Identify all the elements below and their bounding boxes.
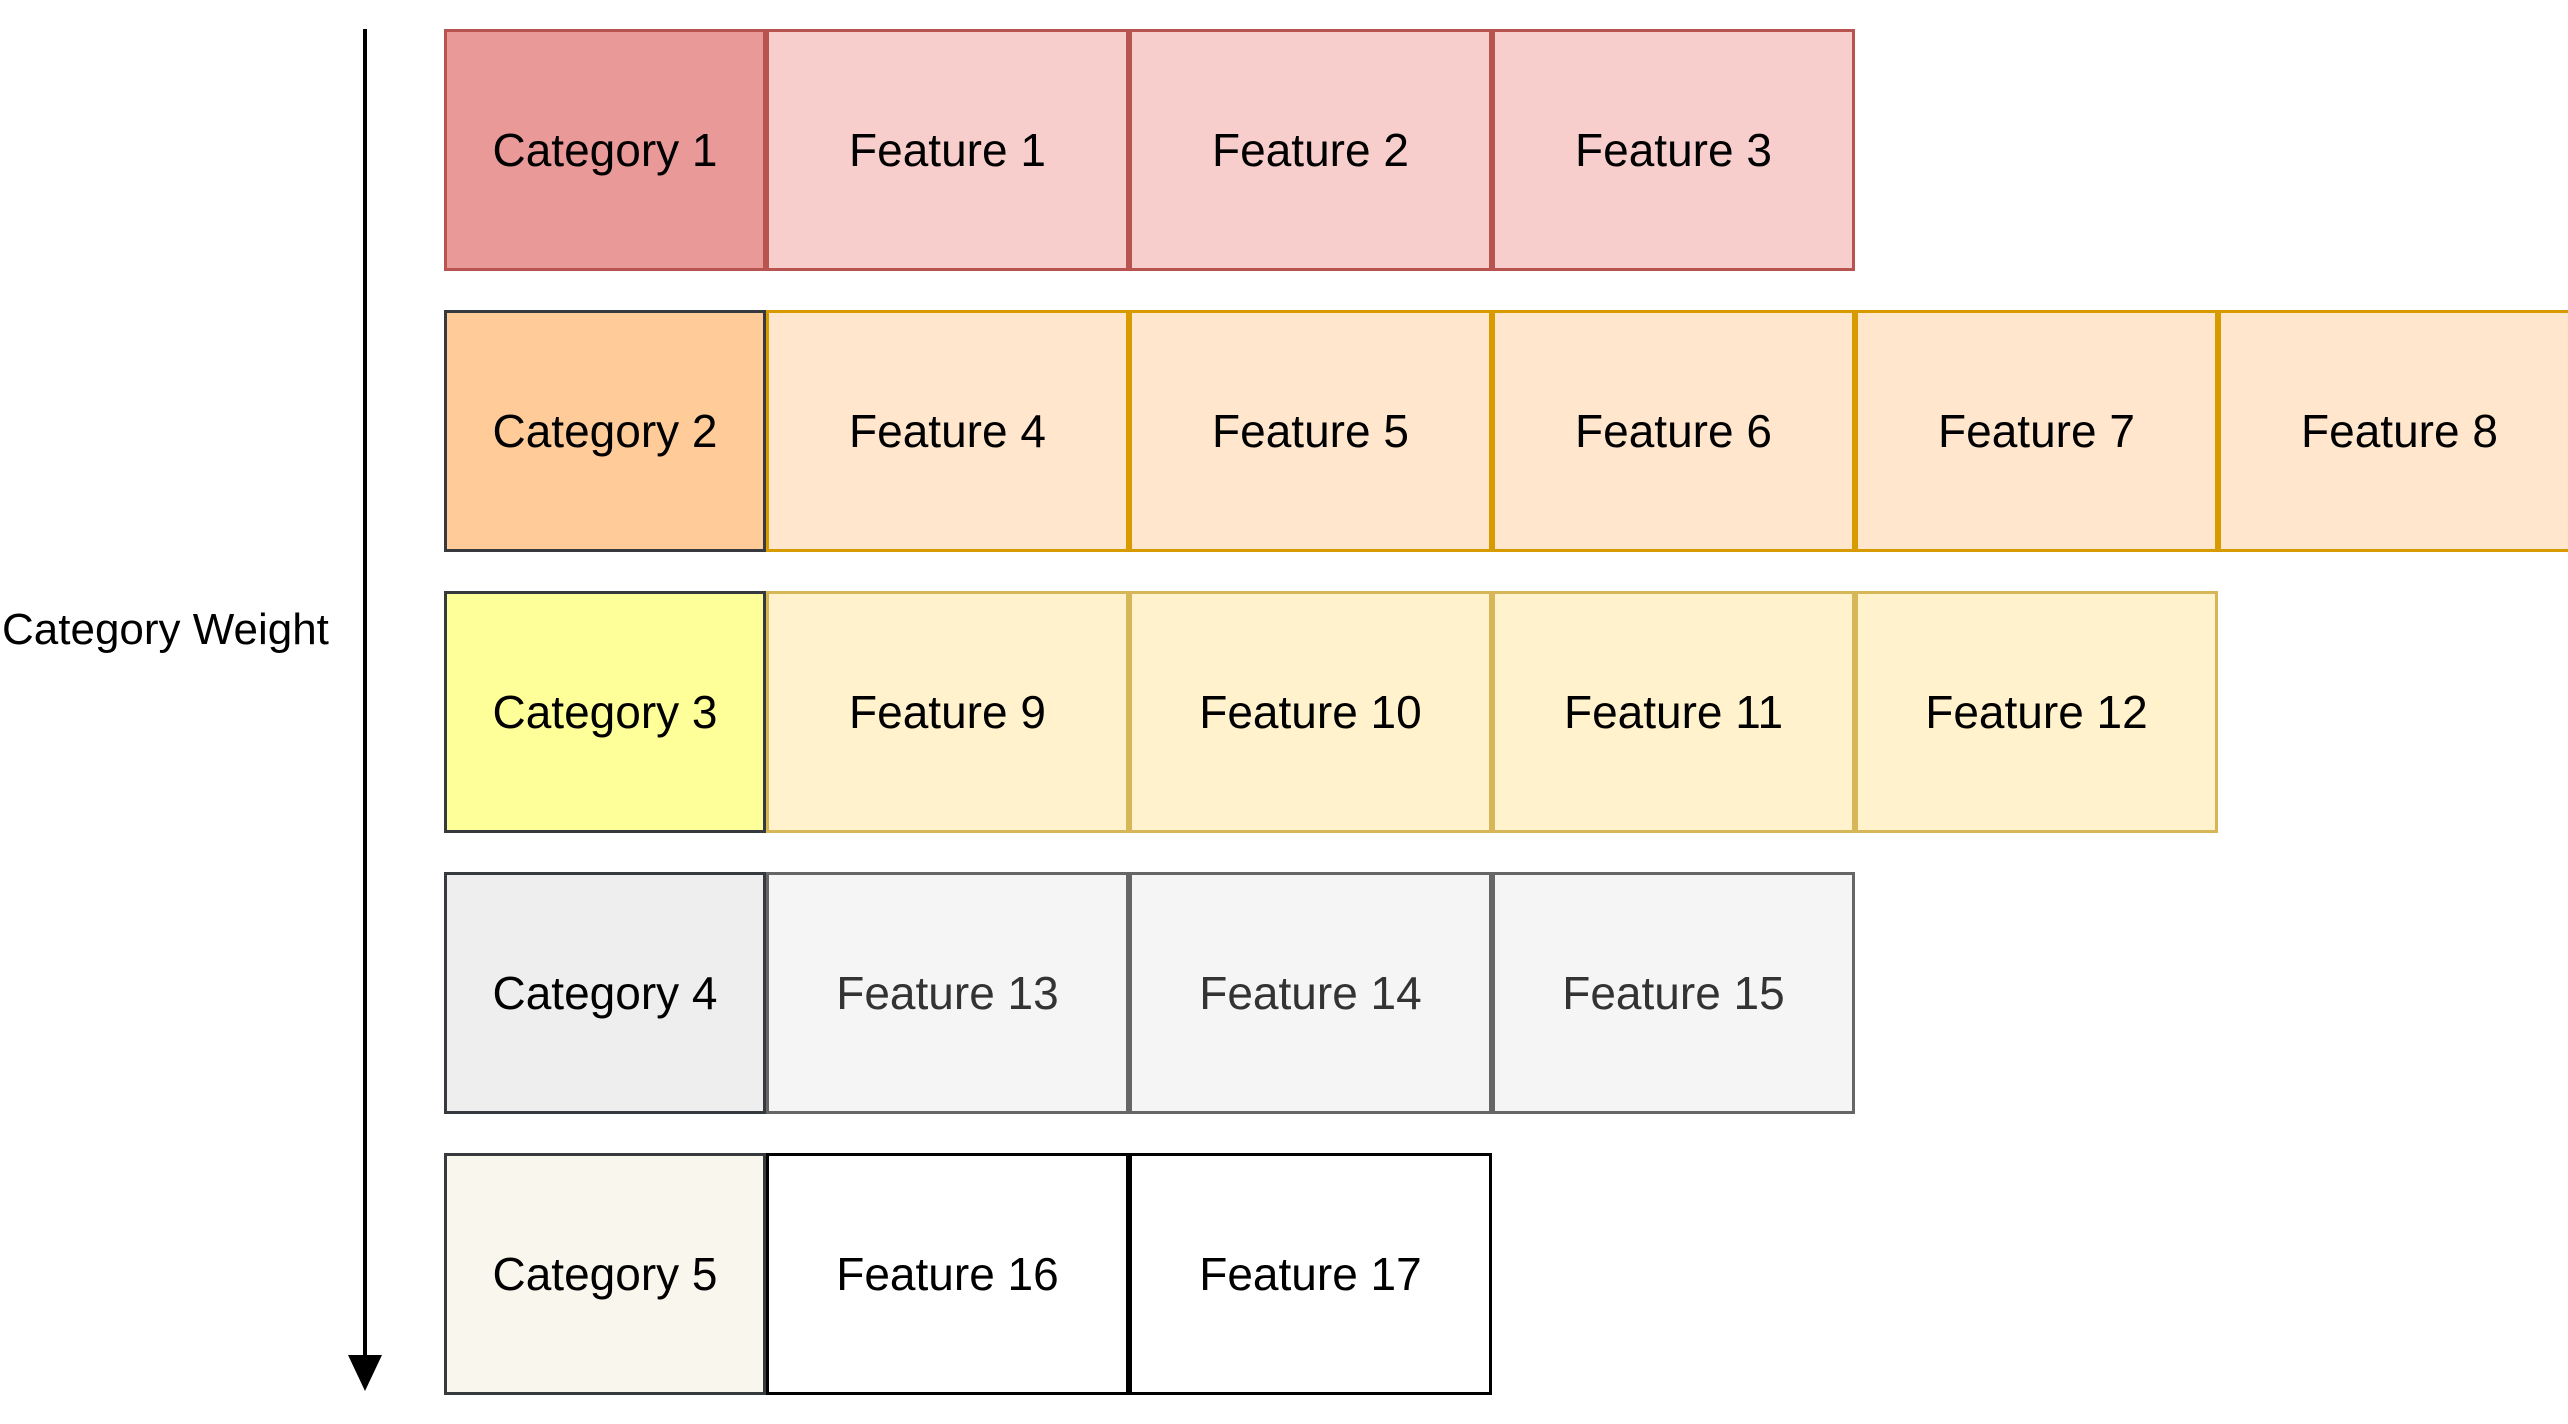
feature-box: Feature 11 [1492, 591, 1855, 833]
category-box: Category 5 [444, 1153, 766, 1395]
feature-box: Feature 7 [1855, 310, 2218, 552]
weight-axis-line [363, 29, 367, 1369]
category-box: Category 4 [444, 872, 766, 1114]
feature-box: Feature 15 [1492, 872, 1855, 1114]
category-row: Category 1 Feature 1 Feature 2 Feature 3 [444, 29, 1855, 271]
category-row: Category 3 Feature 9 Feature 10 Feature 11 F… [444, 591, 2218, 833]
feature-box: Feature 3 [1492, 29, 1855, 271]
category-row: Category 5 Feature 16 Feature 17 [444, 1153, 1492, 1395]
category-box: Category 1 [444, 29, 766, 271]
category-row: Category 2 Feature 4 Feature 5 Feature 6 Fea… [444, 310, 2568, 552]
category-row: Category 4 Feature 13 Feature 14 Feature 15 [444, 872, 1855, 1114]
feature-box: Feature 6 [1492, 310, 1855, 552]
feature-box: Feature 5 [1129, 310, 1492, 552]
feature-box: Feature 10 [1129, 591, 1492, 833]
category-box: Category 3 [444, 591, 766, 833]
arrow-down-icon [348, 1355, 382, 1391]
feature-box: Feature 14 [1129, 872, 1492, 1114]
feature-box: Feature 8 [2218, 310, 2568, 552]
feature-box: Feature 13 [766, 872, 1129, 1114]
feature-box: Feature 17 [1129, 1153, 1492, 1395]
feature-box: Feature 1 [766, 29, 1129, 271]
category-box: Category 2 [444, 310, 766, 552]
feature-box: Feature 16 [766, 1153, 1129, 1395]
feature-box: Feature 2 [1129, 29, 1492, 271]
feature-box: Feature 4 [766, 310, 1129, 552]
feature-box: Feature 9 [766, 591, 1129, 833]
axis-label: Category Weight [2, 605, 329, 654]
feature-box: Feature 12 [1855, 591, 2218, 833]
